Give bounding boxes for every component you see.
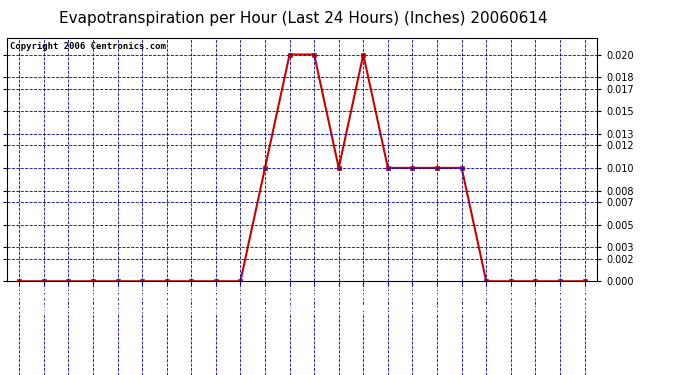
Text: 19:00: 19:00: [481, 286, 491, 315]
Text: 08:00: 08:00: [211, 286, 221, 315]
Text: 20:00: 20:00: [506, 286, 516, 315]
Text: 10:00: 10:00: [260, 286, 270, 315]
Text: Evapotranspiration per Hour (Last 24 Hours) (Inches) 20060614: Evapotranspiration per Hour (Last 24 Hou…: [59, 11, 548, 26]
Text: 16:00: 16:00: [408, 286, 417, 315]
Text: 18:00: 18:00: [457, 286, 466, 315]
Text: 13:00: 13:00: [334, 286, 344, 315]
Text: 00:00: 00:00: [14, 286, 24, 315]
Text: 04:00: 04:00: [112, 286, 123, 315]
Text: 07:00: 07:00: [186, 286, 196, 315]
Text: 23:00: 23:00: [580, 286, 589, 315]
Text: 14:00: 14:00: [358, 286, 368, 315]
Text: 01:00: 01:00: [39, 286, 49, 315]
Text: 12:00: 12:00: [309, 286, 319, 315]
Text: 05:00: 05:00: [137, 286, 147, 315]
Text: Copyright 2006 Centronics.com: Copyright 2006 Centronics.com: [10, 42, 166, 51]
Text: 21:00: 21:00: [531, 286, 540, 315]
Text: 02:00: 02:00: [63, 286, 73, 315]
Text: 22:00: 22:00: [555, 286, 565, 315]
Text: 15:00: 15:00: [383, 286, 393, 315]
Text: 17:00: 17:00: [432, 286, 442, 315]
Text: 11:00: 11:00: [284, 286, 295, 315]
Text: 09:00: 09:00: [235, 286, 246, 315]
Text: 06:00: 06:00: [161, 286, 172, 315]
Text: 03:00: 03:00: [88, 286, 98, 315]
